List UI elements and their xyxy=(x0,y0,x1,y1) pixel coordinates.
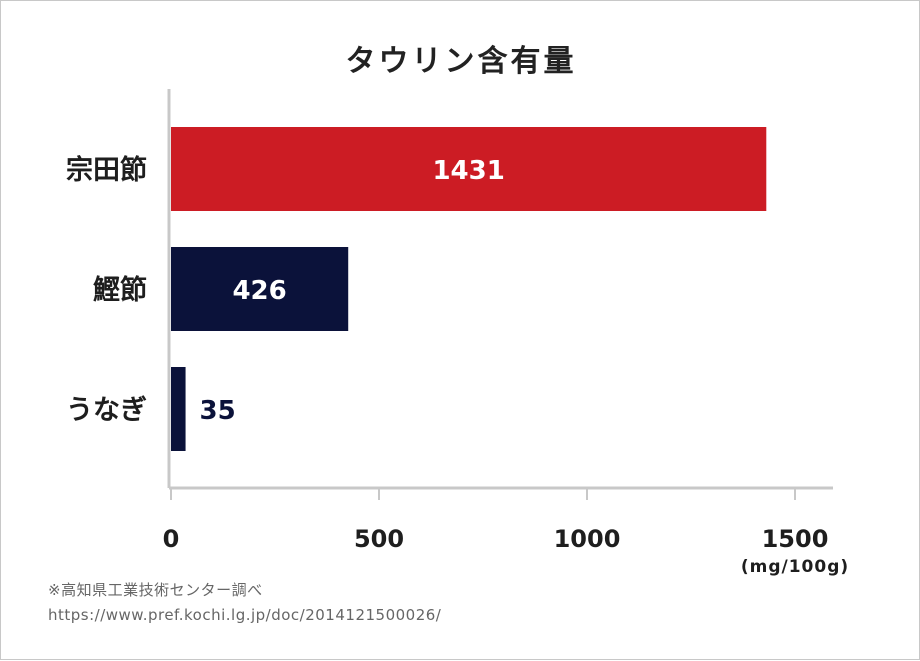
x-tick-label: 500 xyxy=(354,525,404,553)
bar-value-label: 1431 xyxy=(432,156,504,186)
x-tick-label: 1500 xyxy=(762,525,829,553)
bar-item-2 xyxy=(171,247,349,331)
bar-value-label: 426 xyxy=(232,276,286,306)
bar-value-label: 35 xyxy=(200,396,236,426)
category-label: うなぎ xyxy=(66,395,147,426)
bar-item-1 xyxy=(171,127,767,211)
axis-layer: 0 500 1000 1500 xyxy=(163,89,833,553)
source-note: ※高知県工業技術センター調べ xyxy=(48,581,263,599)
chart-title: タウリン含有量 xyxy=(346,44,577,79)
source-url: https://www.pref.kochi.lg.jp/doc/2014121… xyxy=(48,606,442,624)
category-label: 宗田節 xyxy=(66,154,147,186)
bars-layer: 宗田節 1431 鰹節 426 うなぎ 35 xyxy=(66,127,767,451)
bar-item-3 xyxy=(171,367,186,451)
category-label: 鰹節 xyxy=(93,274,147,306)
x-tick-label: 0 xyxy=(163,525,180,553)
x-axis-unit-label: (mg/100g) xyxy=(741,557,849,577)
x-tick-label: 1000 xyxy=(554,525,621,553)
